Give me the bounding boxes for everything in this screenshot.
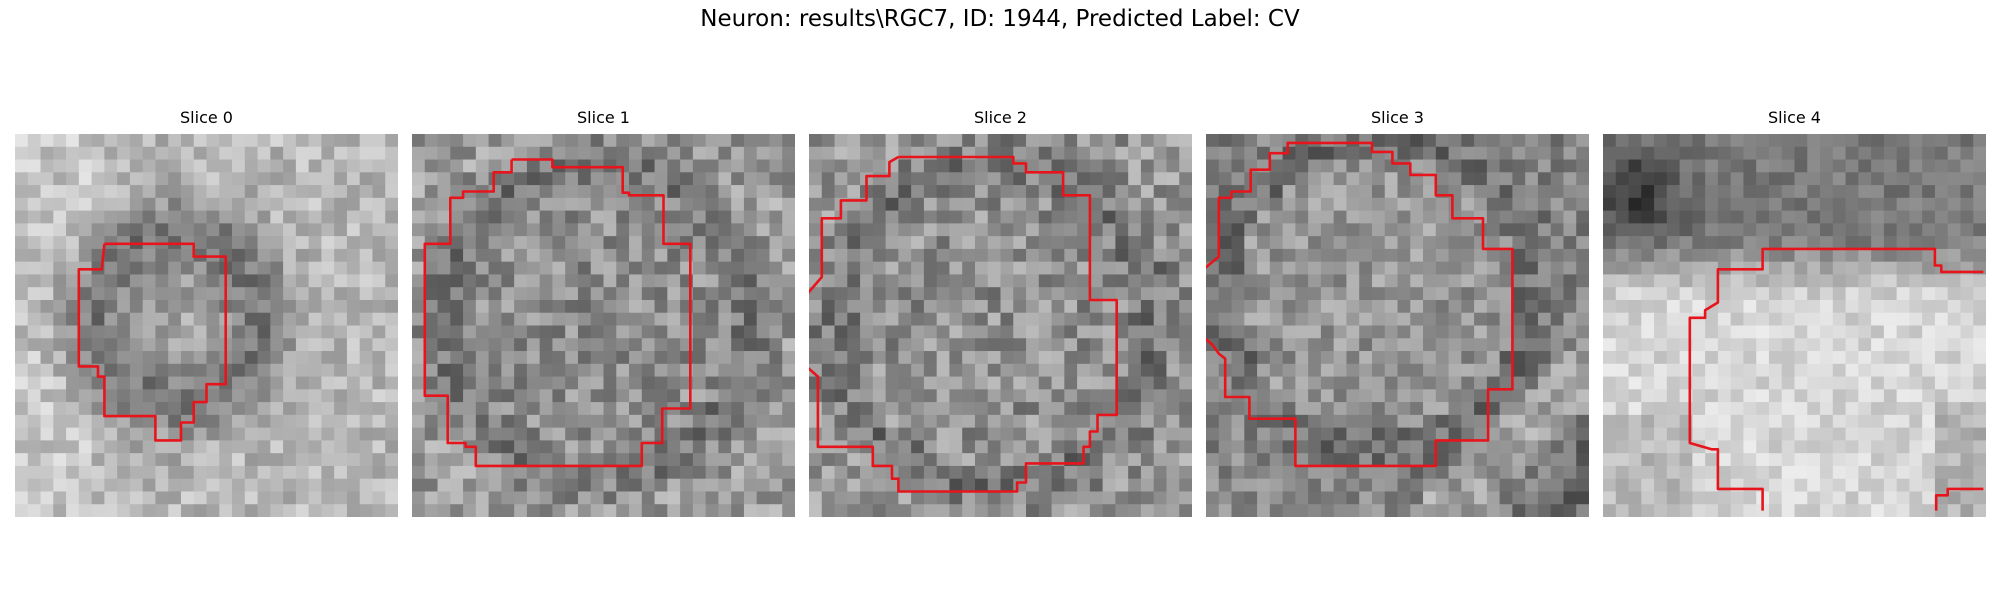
pixel-grid (15, 134, 398, 517)
slice-panel-4: Slice 4 (1603, 108, 1986, 517)
slice-title-2: Slice 2 (974, 108, 1027, 127)
figure-title: Neuron: results\RGC7, ID: 1944, Predicte… (700, 6, 1300, 32)
slice-panel-0: Slice 0 (15, 108, 398, 517)
segmentation-contour (1688, 247, 1984, 511)
pixel-grid (809, 134, 1192, 517)
slice-panel-3: Slice 3 (1206, 108, 1589, 517)
segmentation-contour (1206, 141, 1514, 468)
slice-title-3: Slice 3 (1371, 108, 1424, 127)
slice-title-1: Slice 1 (577, 108, 630, 127)
slice-panel-2: Slice 2 (809, 108, 1192, 517)
slice-panel-1: Slice 1 (412, 108, 795, 517)
segmentation-contour (1934, 487, 1984, 511)
segmentation-contour (809, 155, 1119, 493)
slice-image-3 (1206, 134, 1589, 517)
slice-image-2 (809, 134, 1192, 517)
slice-image-4 (1603, 134, 1986, 517)
pixel-grid (1206, 134, 1589, 517)
segmentation-contour (423, 158, 692, 468)
slice-image-0 (15, 134, 398, 517)
pixel-grid (1603, 134, 1986, 517)
slice-image-1 (412, 134, 795, 517)
segmentation-contour (809, 155, 900, 294)
segmentation-contour (77, 242, 227, 442)
slice-title-4: Slice 4 (1768, 108, 1821, 127)
slice-title-0: Slice 0 (180, 108, 233, 127)
